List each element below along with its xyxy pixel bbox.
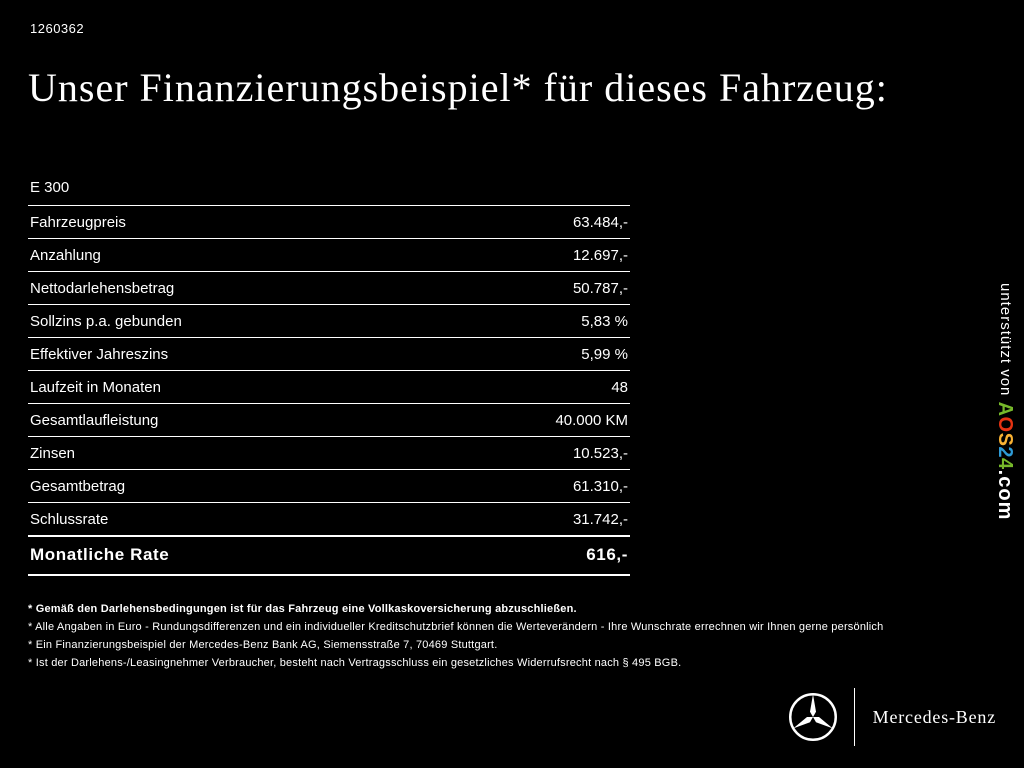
- row-value: 12.697,-: [572, 247, 628, 264]
- row-label: Anzahlung: [30, 247, 101, 264]
- table-row: Nettodarlehensbetrag 50.787,-: [28, 271, 630, 304]
- row-value: 50.787,-: [572, 280, 628, 297]
- row-label: Effektiver Jahreszins: [30, 346, 169, 363]
- row-label: Nettodarlehensbetrag: [30, 280, 175, 297]
- row-value: 10.523,-: [572, 445, 628, 462]
- page-id: 1260362: [30, 21, 85, 36]
- row-label: Sollzins p.a. gebunden: [30, 313, 182, 330]
- table-row: Zinsen 10.523,-: [28, 436, 630, 469]
- footnote-line: * Gemäß den Darlehensbedingungen ist für…: [28, 603, 577, 615]
- side-credit: unterstützt von AOS24.com: [993, 283, 1016, 520]
- footer-divider: [853, 688, 855, 746]
- brand-letter: 2: [994, 446, 1016, 459]
- footer: Mercedes-Benz: [788, 688, 996, 746]
- mercedes-star-icon: [788, 693, 837, 741]
- brand-letter: S: [994, 432, 1016, 447]
- model-name: E 300: [30, 179, 70, 196]
- aos24-brand: AOS24: [994, 402, 1016, 470]
- footer-brand-name: Mercedes-Benz: [872, 706, 996, 727]
- financing-table: E 300 Fahrzeugpreis 63.484,- Anzahlung 12.6…: [28, 172, 630, 576]
- row-value: 63.484,-: [572, 214, 628, 231]
- table-row: Anzahlung 12.697,-: [28, 238, 630, 271]
- footnote-line: * Ein Finanzierungsbeispiel der Mercedes…: [28, 639, 498, 652]
- row-value: 5,83 %: [581, 313, 628, 330]
- row-value: 31.742,-: [572, 511, 628, 528]
- row-value: 48: [611, 379, 628, 396]
- row-label: Gesamtbetrag: [30, 478, 126, 495]
- table-row-total: Monatliche Rate 616,-: [28, 535, 630, 576]
- table-row: Schlussrate 31.742,-: [28, 502, 630, 535]
- row-label: Laufzeit in Monaten: [30, 379, 161, 396]
- brand-letter: O: [994, 416, 1016, 433]
- row-value: 40.000 KM: [555, 412, 628, 429]
- row-label: Zinsen: [30, 445, 76, 462]
- footnotes: * Gemäß den Darlehensbedingungen ist für…: [28, 600, 988, 673]
- table-row: Sollzins p.a. gebunden 5,83 %: [28, 304, 630, 337]
- total-row-value: 616,-: [586, 545, 628, 564]
- row-label: Gesamtlaufleistung: [30, 412, 159, 429]
- row-value: 61.310,-: [572, 478, 628, 495]
- table-row: Laufzeit in Monaten 48: [28, 370, 630, 403]
- page-title: Unser Finanzierungsbeispiel* für dieses …: [28, 65, 888, 110]
- side-credit-prefix: unterstützt von: [997, 283, 1014, 402]
- footnote-line: * Ist der Darlehens-/Leasingnehmer Verbr…: [28, 657, 682, 670]
- brand-letter: 4: [994, 458, 1016, 470]
- table-row: Gesamtbetrag 61.310,-: [28, 469, 630, 502]
- table-row: Effektiver Jahreszins 5,99 %: [28, 337, 630, 370]
- financing-rows: Fahrzeugpreis 63.484,- Anzahlung 12.697,- Ne…: [28, 205, 630, 535]
- table-row: Fahrzeugpreis 63.484,-: [28, 205, 630, 238]
- row-label: Schlussrate: [30, 511, 109, 528]
- row-label: Fahrzeugpreis: [30, 214, 126, 231]
- row-value: 5,99 %: [581, 346, 628, 363]
- brand-letter: A: [994, 401, 1016, 417]
- footnote-line: * Alle Angaben in Euro - Rundungsdiffere…: [28, 621, 884, 634]
- table-row: Gesamtlaufleistung 40.000 KM: [28, 403, 630, 436]
- total-row-label: Monatliche Rate: [30, 545, 170, 564]
- side-credit-suffix: .com: [994, 469, 1016, 521]
